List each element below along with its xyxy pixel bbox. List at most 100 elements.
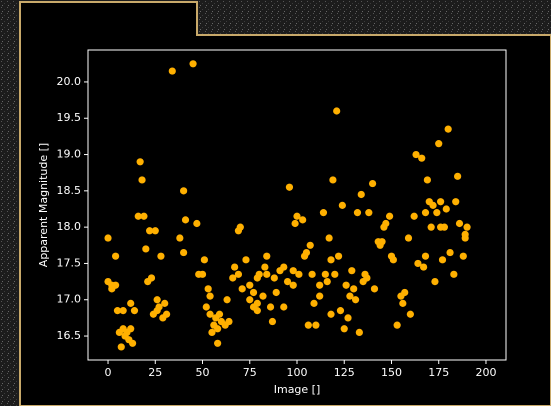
point — [312, 322, 319, 329]
x-tick-label: 75 — [243, 366, 257, 379]
x-tick-label: 25 — [148, 366, 162, 379]
y-tick-label: 16.5 — [57, 329, 82, 342]
point — [439, 256, 446, 263]
point — [263, 271, 270, 278]
point — [341, 325, 348, 332]
y-tick-label: 19.5 — [57, 111, 82, 124]
point — [354, 209, 361, 216]
point — [422, 253, 429, 260]
x-tick-label: 150 — [381, 366, 402, 379]
y-tick-label: 20.0 — [57, 75, 82, 88]
point — [169, 67, 176, 74]
point — [452, 198, 459, 205]
point — [309, 271, 316, 278]
page: Image [] Apparent Magnitude [] 025507510… — [0, 0, 551, 406]
point — [256, 271, 263, 278]
point — [246, 296, 253, 303]
point — [329, 176, 336, 183]
point — [401, 289, 408, 296]
point — [441, 224, 448, 231]
point — [460, 253, 467, 260]
panel — [20, 2, 551, 406]
point — [307, 242, 314, 249]
point — [350, 285, 357, 292]
point — [399, 300, 406, 307]
point — [261, 263, 268, 270]
point — [205, 285, 212, 292]
point — [437, 198, 444, 205]
point — [246, 282, 253, 289]
point — [263, 253, 270, 260]
point — [137, 158, 144, 165]
x-tick-label: 125 — [334, 366, 355, 379]
point — [269, 318, 276, 325]
point — [435, 140, 442, 147]
point — [343, 282, 350, 289]
point — [327, 256, 334, 263]
point — [290, 282, 297, 289]
point — [250, 289, 257, 296]
point — [454, 173, 461, 180]
point — [344, 314, 351, 321]
point — [369, 180, 376, 187]
point — [429, 202, 436, 209]
point — [422, 209, 429, 216]
y-tick-label: 19.0 — [57, 148, 82, 161]
point — [405, 234, 412, 241]
point — [235, 271, 242, 278]
point — [386, 213, 393, 220]
point — [299, 216, 306, 223]
point — [148, 274, 155, 281]
point — [206, 293, 213, 300]
point — [216, 311, 223, 318]
point — [324, 278, 331, 285]
point — [358, 191, 365, 198]
point — [231, 263, 238, 270]
point — [193, 220, 200, 227]
point — [394, 322, 401, 329]
point — [339, 202, 346, 209]
x-tick-label: 100 — [287, 366, 308, 379]
point — [446, 249, 453, 256]
point — [310, 300, 317, 307]
point — [316, 293, 323, 300]
point — [333, 107, 340, 114]
point — [127, 325, 134, 332]
point — [420, 263, 427, 270]
point — [322, 271, 329, 278]
point — [418, 155, 425, 162]
point — [223, 296, 230, 303]
y-tick-label: 17.5 — [57, 256, 82, 269]
x-tick-label: 0 — [105, 366, 112, 379]
point — [142, 245, 149, 252]
point — [239, 285, 246, 292]
point — [182, 216, 189, 223]
point — [356, 329, 363, 336]
point — [225, 318, 232, 325]
point — [462, 231, 469, 238]
point — [363, 274, 370, 281]
point — [242, 256, 249, 263]
point — [138, 176, 145, 183]
point — [433, 209, 440, 216]
x-tick-label: 175 — [428, 366, 449, 379]
point — [201, 256, 208, 263]
point — [316, 282, 323, 289]
point — [129, 340, 136, 347]
point — [326, 234, 333, 241]
point — [428, 224, 435, 231]
point — [303, 249, 310, 256]
point — [292, 220, 299, 227]
y-tick-label: 17.0 — [57, 293, 82, 306]
screen: Image [] Apparent Magnitude [] 025507510… — [0, 0, 551, 406]
point — [352, 296, 359, 303]
point — [237, 224, 244, 231]
point — [337, 307, 344, 314]
point — [273, 289, 280, 296]
point — [104, 234, 111, 241]
point — [407, 311, 414, 318]
point — [259, 293, 266, 300]
point — [371, 285, 378, 292]
point — [382, 220, 389, 227]
point — [443, 205, 450, 212]
